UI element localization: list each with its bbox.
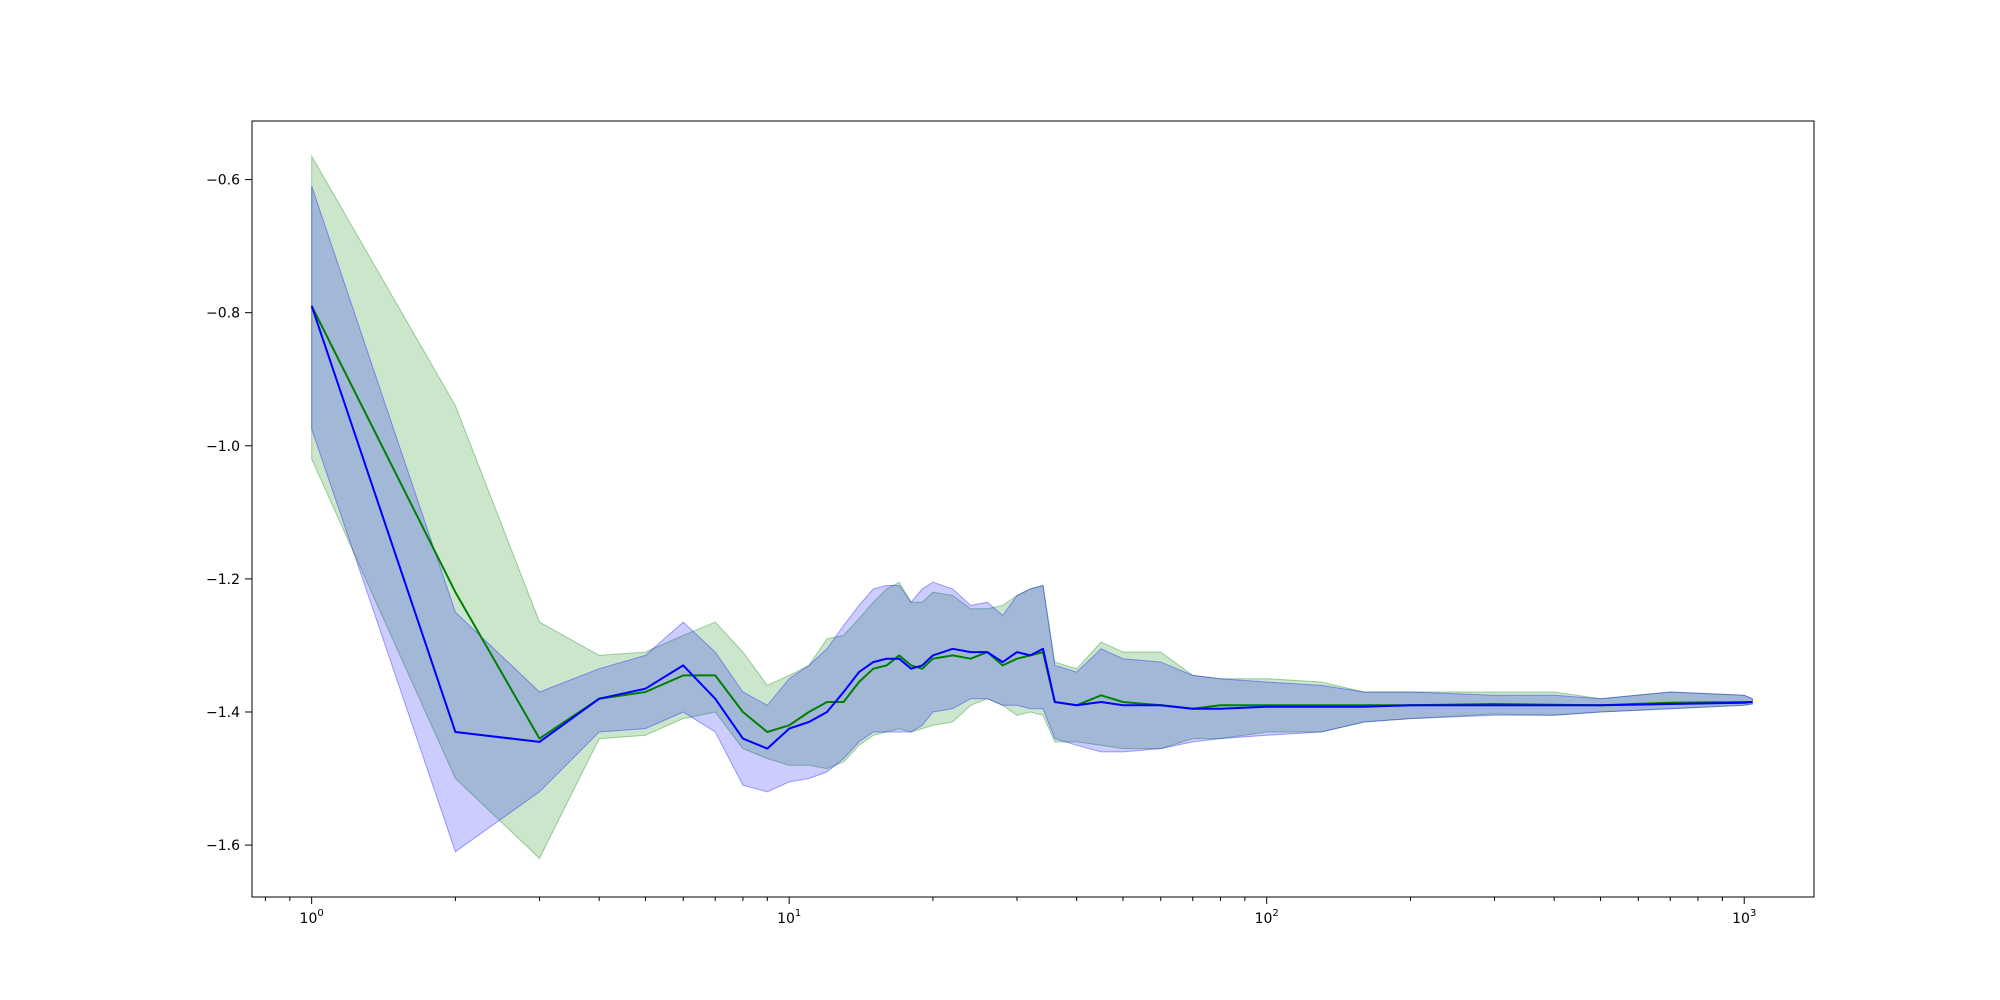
y-axis: −1.6 −1.4 −1.2 −1.0 −0.8 −0.6: [206, 173, 252, 854]
y-tick-label: −1.0: [206, 439, 240, 455]
x-tick-label-base: 10: [300, 911, 318, 927]
x-tick-label-base: 10: [1255, 911, 1273, 927]
x-tick-label: 103: [1732, 908, 1756, 927]
x-tick-label-base: 10: [1732, 911, 1750, 927]
series-0-line: [310, 305, 1753, 740]
x-tick-label: 100: [300, 908, 324, 927]
y-tick-label: −1.2: [206, 572, 240, 588]
y-tick-label: −0.6: [206, 173, 240, 189]
y-tick-label: −1.6: [206, 838, 240, 854]
confidence-bands: [311, 154, 1753, 860]
x-tick-label: 101: [777, 908, 801, 927]
x-tick-label-base: 10: [777, 911, 795, 927]
series-lines: [310, 305, 1753, 750]
x-axis: 100 101 102 103: [264, 897, 1756, 927]
x-tick-label-exponent: 1: [795, 908, 801, 919]
series-1-band: [311, 186, 1753, 853]
x-tick-label-exponent: 3: [1750, 908, 1756, 919]
series-1-line: [310, 305, 1753, 750]
series-0-band: [311, 154, 1753, 860]
x-tick-label: 102: [1255, 908, 1279, 927]
plot-frame: [251, 120, 1815, 898]
x-tick-label-exponent: 0: [317, 908, 323, 919]
y-tick-label: −0.8: [206, 306, 240, 322]
y-tick-label: −1.4: [206, 705, 240, 721]
x-tick-label-exponent: 2: [1272, 908, 1278, 919]
